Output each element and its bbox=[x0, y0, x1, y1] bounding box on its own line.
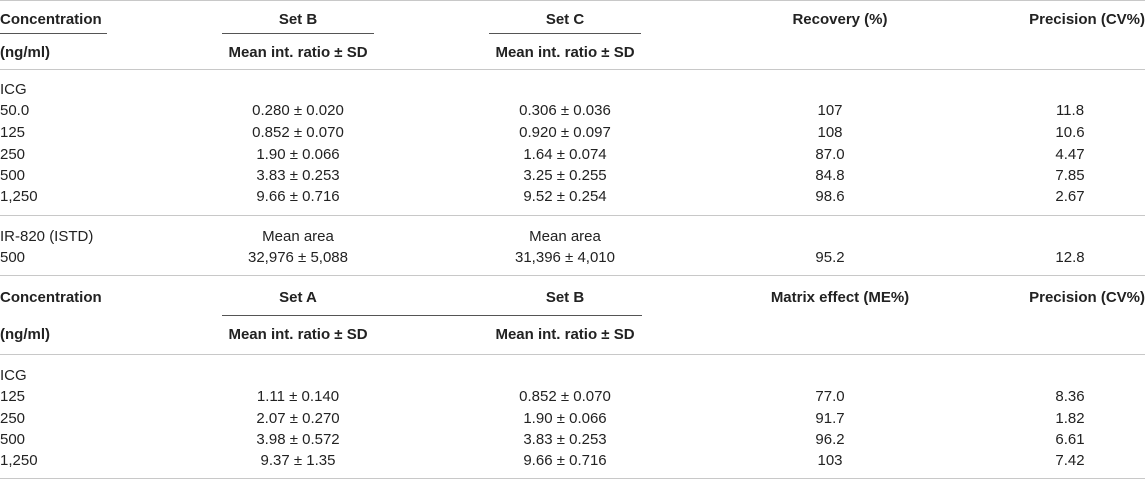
row-set-a: 9.37 ± 1.35 bbox=[260, 452, 336, 469]
row-precision: 11.8 bbox=[1055, 102, 1085, 119]
header-underline-set-c bbox=[489, 33, 641, 34]
row-precision: 7.42 bbox=[1055, 452, 1085, 469]
header2-matrix-effect: Matrix effect (ME%) bbox=[770, 289, 910, 306]
header2-set-a: Set A bbox=[279, 289, 317, 306]
row-concentration: 125 bbox=[0, 124, 26, 141]
header2-set-b: Set B bbox=[545, 289, 585, 306]
header-set-b: Set B bbox=[278, 11, 318, 28]
row-concentration: 500 bbox=[0, 431, 26, 448]
row-precision: 12.8 bbox=[1055, 249, 1085, 266]
group2-label-icg: ICG bbox=[0, 367, 27, 384]
row-set-c: 9.52 ± 0.254 bbox=[523, 188, 607, 205]
row-precision: 10.6 bbox=[1055, 124, 1085, 141]
header2-underline-set-a bbox=[222, 315, 642, 316]
row-set-b: 0.280 ± 0.020 bbox=[252, 102, 344, 119]
row-recovery: 95.2 bbox=[815, 249, 845, 266]
row-precision: 2.67 bbox=[1055, 188, 1085, 205]
group-separator-rule bbox=[0, 215, 1145, 216]
istd-sub-set-c: Mean area bbox=[529, 228, 601, 245]
row-recovery: 107 bbox=[817, 102, 843, 119]
header2-precision: Precision (CV%) bbox=[1029, 289, 1145, 306]
row-set-a: 2.07 ± 0.270 bbox=[256, 410, 340, 427]
row-set-c: 0.306 ± 0.036 bbox=[519, 102, 611, 119]
header-precision: Precision (CV%) bbox=[1029, 11, 1145, 28]
header-unit: (ng/ml) bbox=[0, 44, 50, 61]
row-recovery: 98.6 bbox=[815, 188, 845, 205]
row-concentration: 1,250 bbox=[0, 452, 38, 469]
header-underline-concentration bbox=[0, 33, 107, 34]
row-concentration: 1,250 bbox=[0, 188, 38, 205]
row-set-c: 3.25 ± 0.255 bbox=[523, 167, 607, 184]
top-rule bbox=[0, 0, 1145, 1]
row-set-b: 3.83 ± 0.253 bbox=[523, 431, 607, 448]
header-sub-set-b: Mean int. ratio ± SD bbox=[228, 44, 368, 61]
row-set-b: 0.852 ± 0.070 bbox=[252, 124, 344, 141]
header2-sub-set-b: Mean int. ratio ± SD bbox=[495, 326, 635, 343]
row-concentration: 250 bbox=[0, 410, 26, 427]
row-precision: 8.36 bbox=[1055, 388, 1085, 405]
row-matrix-effect: 77.0 bbox=[815, 388, 845, 405]
row-precision: 7.85 bbox=[1055, 167, 1085, 184]
row-recovery: 87.0 bbox=[815, 146, 845, 163]
row-recovery: 84.8 bbox=[815, 167, 845, 184]
row-concentration: 125 bbox=[0, 388, 26, 405]
row-concentration: 500 bbox=[0, 249, 26, 266]
header-sub-set-c: Mean int. ratio ± SD bbox=[495, 44, 635, 61]
header2-rule bbox=[0, 354, 1145, 355]
row-precision: 6.61 bbox=[1055, 431, 1085, 448]
istd-sub-set-b: Mean area bbox=[262, 228, 334, 245]
row-set-b: 0.852 ± 0.070 bbox=[519, 388, 611, 405]
row-set-b: 9.66 ± 0.716 bbox=[256, 188, 340, 205]
row-set-c: 0.920 ± 0.097 bbox=[519, 124, 611, 141]
row-set-a: 3.98 ± 0.572 bbox=[256, 431, 340, 448]
row-set-b: 3.83 ± 0.253 bbox=[256, 167, 340, 184]
row-set-b: 1.90 ± 0.066 bbox=[256, 146, 340, 163]
bottom-rule bbox=[0, 478, 1145, 479]
row-matrix-effect: 103 bbox=[817, 452, 843, 469]
row-set-b: 1.90 ± 0.066 bbox=[523, 410, 607, 427]
row-recovery: 108 bbox=[817, 124, 843, 141]
row-set-b: 9.66 ± 0.716 bbox=[523, 452, 607, 469]
row-set-c: 31,396 ± 4,010 bbox=[515, 249, 615, 266]
row-set-c: 1.64 ± 0.074 bbox=[523, 146, 607, 163]
header-recovery: Recovery (%) bbox=[792, 11, 888, 28]
header-rule bbox=[0, 69, 1145, 70]
row-concentration: 500 bbox=[0, 167, 26, 184]
row-precision: 4.47 bbox=[1055, 146, 1085, 163]
row-precision: 1.82 bbox=[1055, 410, 1085, 427]
row-set-b: 32,976 ± 5,088 bbox=[248, 249, 348, 266]
row-set-a: 1.11 ± 0.140 bbox=[256, 388, 340, 405]
row-matrix-effect: 91.7 bbox=[815, 410, 845, 427]
header-set-c: Set C bbox=[545, 11, 585, 28]
group-label-icg: ICG bbox=[0, 81, 27, 98]
table-separator-rule bbox=[0, 275, 1145, 276]
group-label-istd: IR-820 (ISTD) bbox=[0, 228, 94, 245]
header2-unit: (ng/ml) bbox=[0, 326, 50, 343]
row-concentration: 50.0 bbox=[0, 102, 30, 119]
row-matrix-effect: 96.2 bbox=[815, 431, 845, 448]
header-concentration: Concentration bbox=[0, 11, 102, 28]
header2-sub-set-a: Mean int. ratio ± SD bbox=[228, 326, 368, 343]
header-underline-set-b bbox=[222, 33, 374, 34]
row-concentration: 250 bbox=[0, 146, 26, 163]
header2-concentration: Concentration bbox=[0, 289, 102, 306]
